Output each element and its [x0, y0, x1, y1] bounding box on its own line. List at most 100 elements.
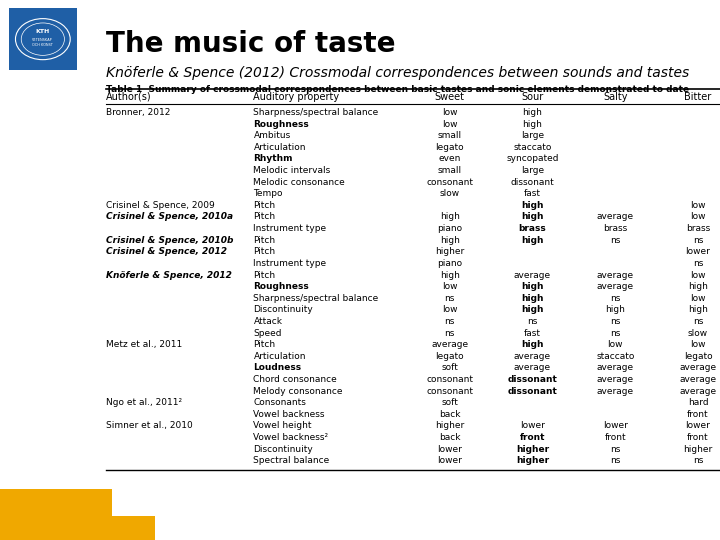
Text: Vowel height: Vowel height [253, 421, 312, 430]
Text: average: average [680, 387, 716, 396]
Text: higher: higher [435, 421, 464, 430]
Text: lower: lower [685, 247, 711, 256]
Text: OCH KONST: OCH KONST [32, 43, 53, 46]
Text: Instrument type: Instrument type [253, 224, 327, 233]
Text: high: high [688, 282, 708, 291]
Text: ns: ns [444, 294, 455, 303]
Text: soft: soft [441, 363, 458, 373]
Text: fast: fast [524, 189, 541, 198]
Text: high: high [440, 271, 459, 280]
Text: low: low [690, 294, 706, 303]
Text: ns: ns [693, 235, 703, 245]
Text: Chord consonance: Chord consonance [253, 375, 337, 384]
Text: Consonants: Consonants [253, 398, 306, 407]
Text: Ambitus: Ambitus [253, 131, 291, 140]
Text: Sweet: Sweet [435, 92, 464, 102]
Text: Sour: Sour [521, 92, 544, 102]
Text: Loudness: Loudness [253, 363, 302, 373]
Text: hard: hard [688, 398, 708, 407]
Text: high: high [521, 282, 544, 291]
Text: low: low [442, 305, 457, 314]
Text: Pitch: Pitch [253, 201, 276, 210]
Text: low: low [690, 201, 706, 210]
Text: Spectral balance: Spectral balance [253, 456, 330, 465]
Text: VETENSKAP: VETENSKAP [32, 38, 53, 42]
Text: high: high [523, 108, 542, 117]
Text: Roughness: Roughness [253, 282, 309, 291]
Text: lower: lower [685, 421, 711, 430]
Text: ns: ns [610, 328, 621, 338]
Text: Ngo et al., 2011²: Ngo et al., 2011² [106, 398, 182, 407]
Text: average: average [597, 282, 634, 291]
Text: low: low [690, 212, 706, 221]
Text: Melodic consonance: Melodic consonance [253, 178, 345, 187]
Text: Metz et al., 2011: Metz et al., 2011 [106, 340, 182, 349]
Text: ns: ns [610, 456, 621, 465]
Text: front: front [687, 433, 709, 442]
Text: Roughness: Roughness [253, 119, 309, 129]
Text: average: average [680, 363, 716, 373]
Text: large: large [521, 166, 544, 175]
Text: ns: ns [610, 235, 621, 245]
Text: lower: lower [603, 421, 628, 430]
Text: ns: ns [610, 444, 621, 454]
Text: slow: slow [688, 328, 708, 338]
Text: consonant: consonant [426, 178, 473, 187]
Text: Articulation: Articulation [253, 352, 306, 361]
Text: high: high [521, 340, 544, 349]
Text: legato: legato [436, 143, 464, 152]
Text: piano: piano [437, 224, 462, 233]
Text: low: low [690, 271, 706, 280]
Text: low: low [442, 108, 457, 117]
Text: Instrument type: Instrument type [253, 259, 327, 268]
Text: Author(s): Author(s) [106, 92, 151, 102]
Text: KTH: KTH [36, 29, 50, 34]
Text: dissonant: dissonant [508, 375, 557, 384]
Text: Sharpness/spectral balance: Sharpness/spectral balance [253, 294, 379, 303]
Text: Discontinuity: Discontinuity [253, 305, 313, 314]
Text: dissonant: dissonant [510, 178, 554, 187]
Text: Table 1  Summary of crossmodal correspondences between basic tastes and sonic el: Table 1 Summary of crossmodal correspond… [106, 85, 689, 94]
Text: syncopated: syncopated [506, 154, 559, 164]
Polygon shape [0, 489, 155, 540]
Text: Crisinel & Spence, 2010b: Crisinel & Spence, 2010b [106, 235, 233, 245]
Text: low: low [690, 340, 706, 349]
Text: ns: ns [610, 317, 621, 326]
Text: Pitch: Pitch [253, 340, 276, 349]
Text: higher: higher [516, 456, 549, 465]
Text: Rhythm: Rhythm [253, 154, 293, 164]
Text: high: high [440, 212, 459, 221]
Text: Crisinel & Spence, 2009: Crisinel & Spence, 2009 [106, 201, 215, 210]
Text: front: front [604, 433, 626, 442]
Text: average: average [514, 352, 551, 361]
Text: slow: slow [440, 189, 459, 198]
Text: Speed: Speed [253, 328, 282, 338]
Text: ns: ns [444, 328, 455, 338]
Text: Pitch: Pitch [253, 271, 276, 280]
Text: ns: ns [693, 456, 703, 465]
Text: low: low [442, 282, 457, 291]
Text: staccato: staccato [513, 143, 552, 152]
Text: Crisinel & Spence, 2012: Crisinel & Spence, 2012 [106, 247, 227, 256]
Text: small: small [438, 166, 462, 175]
Text: ns: ns [693, 317, 703, 326]
Text: Tempo: Tempo [253, 189, 283, 198]
Text: high: high [521, 235, 544, 245]
Text: Pitch: Pitch [253, 212, 276, 221]
Text: average: average [597, 212, 634, 221]
Text: high: high [440, 235, 459, 245]
FancyBboxPatch shape [9, 8, 77, 70]
Text: higher: higher [683, 444, 713, 454]
Text: even: even [438, 154, 461, 164]
Text: average: average [597, 363, 634, 373]
Text: Salty: Salty [603, 92, 628, 102]
Text: low: low [442, 119, 457, 129]
Text: Pitch: Pitch [253, 235, 276, 245]
Text: small: small [438, 131, 462, 140]
Text: average: average [597, 271, 634, 280]
Text: Bronner, 2012: Bronner, 2012 [106, 108, 170, 117]
Text: front: front [520, 433, 545, 442]
Text: Knöferle & Spence, 2012: Knöferle & Spence, 2012 [106, 271, 232, 280]
Text: fast: fast [524, 328, 541, 338]
Text: average: average [514, 363, 551, 373]
